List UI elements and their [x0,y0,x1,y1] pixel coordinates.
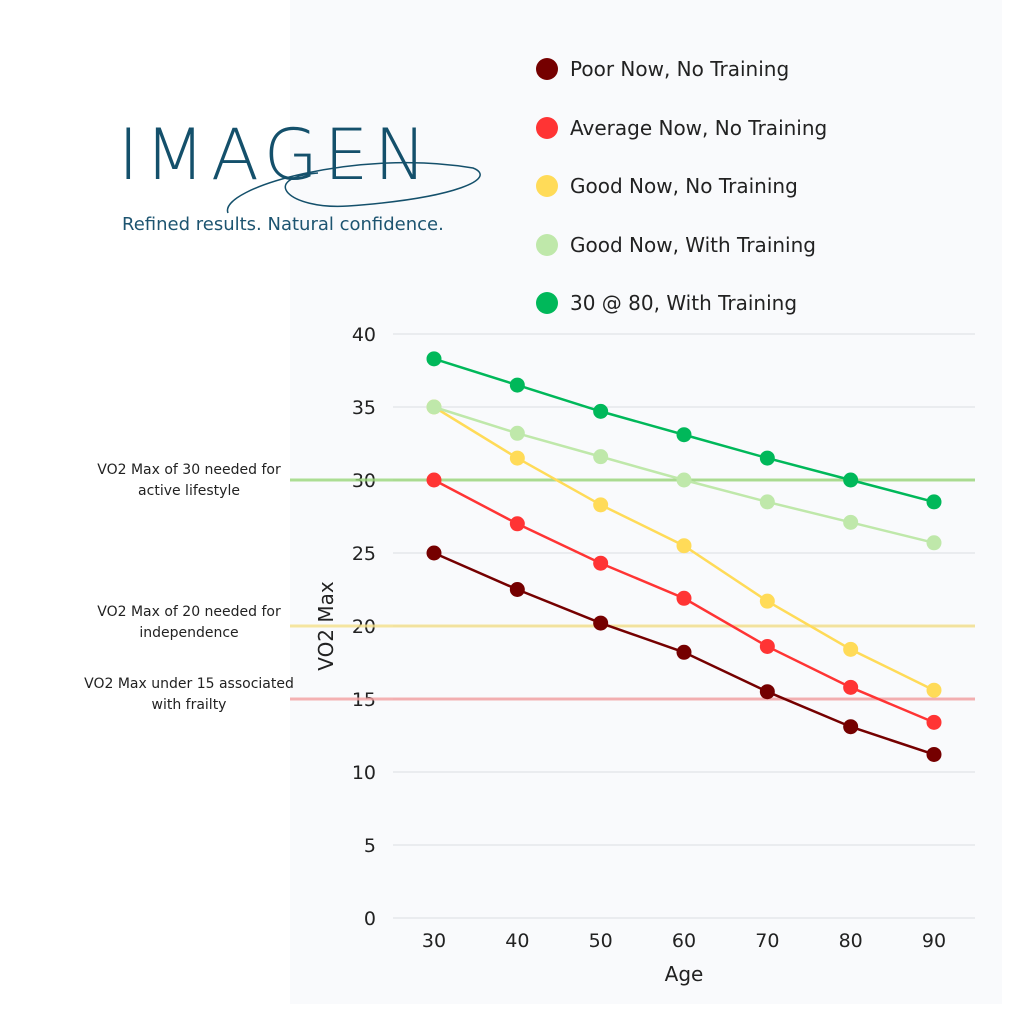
y-tick-label: 10 [352,762,376,784]
data-point [759,450,775,466]
legend-dot-icon [536,233,558,256]
data-point [926,714,942,730]
data-point [593,555,609,571]
data-point [843,679,859,695]
data-point [676,538,692,554]
data-point [926,746,942,762]
legend-dot-icon [536,292,558,315]
x-axis-label: Age [665,962,704,986]
data-point [426,351,442,367]
data-point [426,472,442,488]
legend-label: 30 @ 80, With Training [570,291,798,316]
legend-label: Poor Now, No Training [570,57,790,82]
legend-item: Average Now, No Training [536,99,827,158]
logo-tagline: Refined results. Natural confidence. [122,214,444,235]
x-tick-label: 50 [589,930,613,952]
data-point [926,494,942,510]
legend: Poor Now, No Training Average Now, No Tra… [536,40,827,333]
data-point [759,494,775,510]
x-tick-label: 90 [922,930,946,952]
legend-item: Poor Now, No Training [536,40,827,99]
logo-swoosh-icon [226,161,481,214]
data-point [426,545,442,561]
y-tick-label: 5 [364,835,376,857]
data-point [843,719,859,735]
data-point [926,682,942,698]
data-point [843,641,859,657]
data-point [593,497,609,513]
logo: IMAGEN Refined results. Natural confiden… [118,114,498,248]
x-tick-label: 60 [672,930,696,952]
y-tick-label: 0 [364,908,376,930]
data-point [509,377,525,393]
legend-dot-icon [536,58,558,81]
data-point [843,514,859,530]
legend-item: 30 @ 80, With Training [536,274,827,333]
data-point [676,644,692,660]
data-point [509,425,525,441]
data-point [676,427,692,443]
x-tick-label: 30 [422,930,446,952]
data-point [843,472,859,488]
x-tick-label: 40 [505,930,529,952]
legend-dot-icon [536,116,558,139]
x-tick-label: 80 [839,930,863,952]
data-point [593,403,609,419]
y-tick-label: 35 [352,397,376,419]
legend-item: Good Now, No Training [536,157,827,216]
legend-dot-icon [536,175,558,198]
legend-label: Good Now, With Training [570,232,816,257]
data-point [593,449,609,465]
legend-label: Average Now, No Training [570,115,828,140]
data-point [759,638,775,654]
annotation-text: VO2 Max of 30 needed for active lifestyl… [97,462,281,499]
data-point [426,399,442,415]
annotation-text: VO2 Max of 20 needed for independence [97,604,281,641]
legend-label: Good Now, No Training [570,174,798,199]
x-tick-label: 70 [755,930,779,952]
data-point [926,535,942,551]
data-point [509,450,525,466]
chart-panel [290,0,1002,1004]
data-point [676,472,692,488]
legend-item: Good Now, With Training [536,216,827,275]
data-point [593,615,609,631]
data-point [759,684,775,700]
y-tick-label: 40 [352,324,376,346]
data-point [759,593,775,609]
data-point [509,516,525,532]
data-point [676,590,692,606]
data-point [509,582,525,597]
annotation-text: VO2 Max under 15 associated with frailty [84,676,294,713]
y-tick-label: 25 [352,543,376,565]
